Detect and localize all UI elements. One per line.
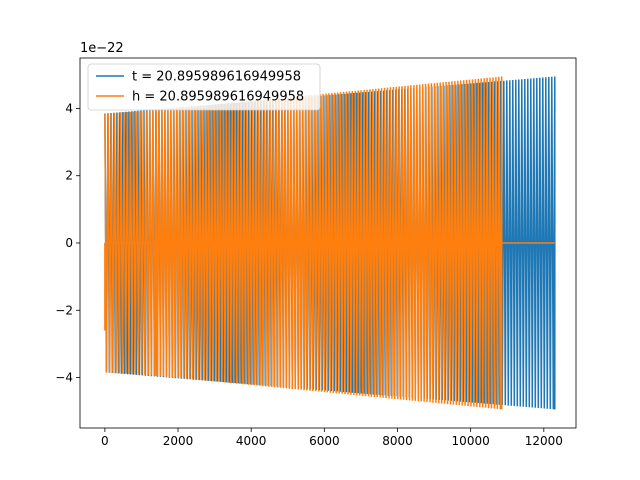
series-h	[104, 76, 555, 410]
x-tick-label: 0	[101, 434, 109, 448]
y-tick-label: 0	[65, 236, 73, 250]
y-tick-label: 2	[65, 169, 73, 183]
y-tick-label: 4	[65, 101, 73, 115]
y-tick-label: −2	[55, 303, 73, 317]
legend-box	[87, 63, 321, 111]
x-tick-label: 8000	[382, 434, 413, 448]
x-tick-label: 2000	[163, 434, 194, 448]
x-tick-label: 10000	[452, 434, 490, 448]
y-offset-label: 1e−22	[80, 41, 124, 56]
series-line-segment	[155, 76, 503, 410]
x-tick-label: 12000	[525, 434, 563, 448]
series-layer	[104, 76, 556, 410]
y-axis: −4 −2 0 2 4	[55, 101, 80, 385]
x-axis: 0 2000 4000 6000 8000 10000 12000	[101, 428, 563, 448]
legend-label: h = 20.895989616949958	[132, 90, 304, 105]
legend-label: t = 20.895989616949958	[132, 70, 301, 85]
y-tick-label: −4	[55, 371, 73, 385]
x-tick-label: 4000	[236, 434, 267, 448]
x-tick-label: 6000	[309, 434, 340, 448]
legend: t = 20.895989616949958 h = 20.89598961694…	[87, 63, 321, 111]
